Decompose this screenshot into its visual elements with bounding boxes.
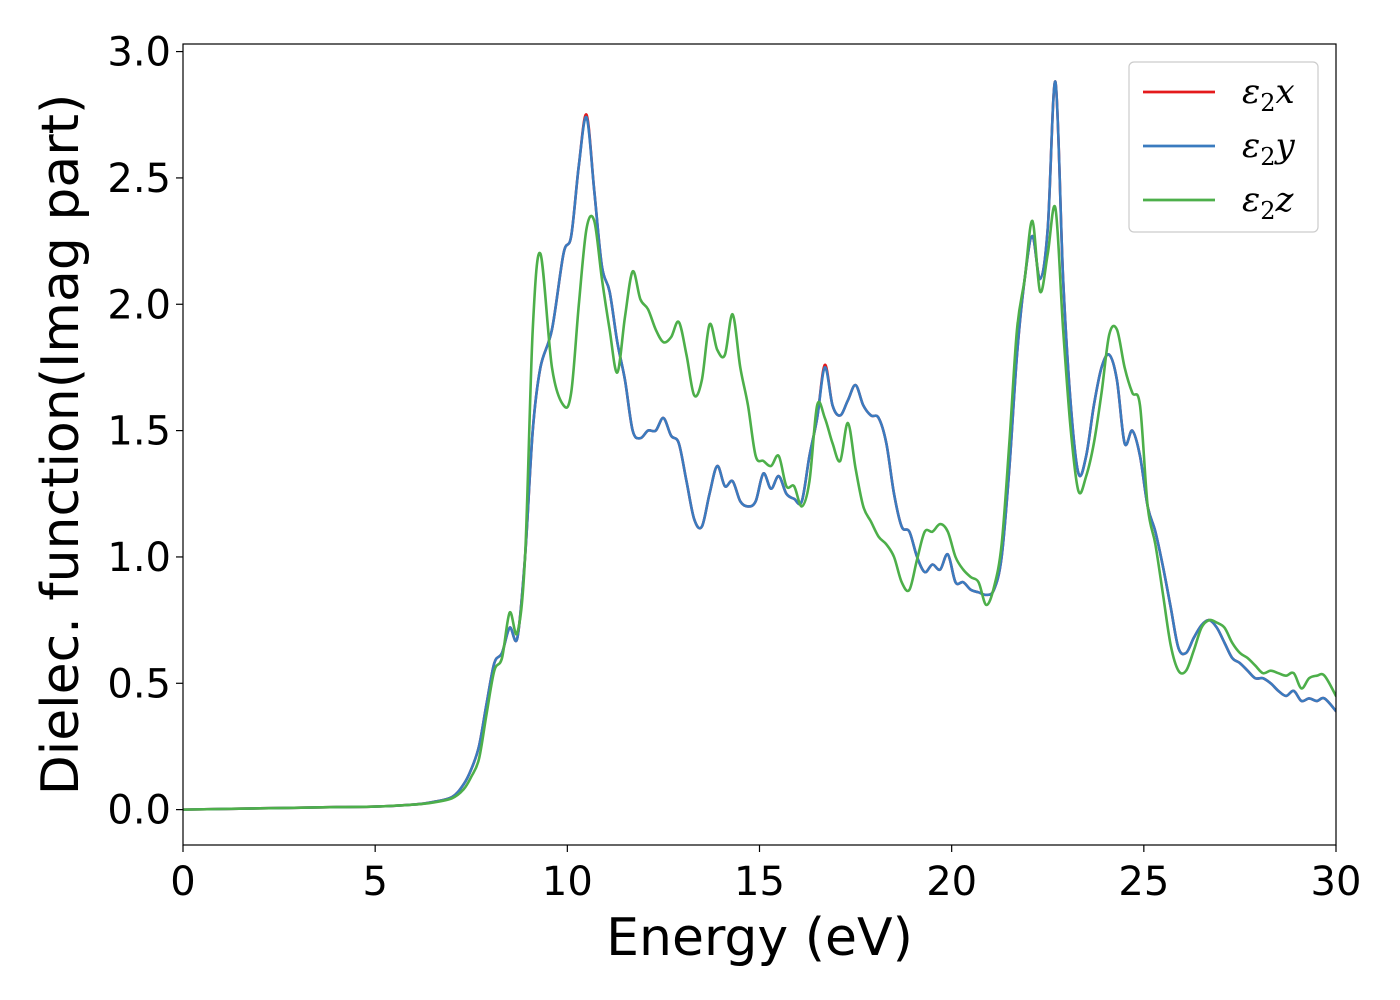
x-tick-label: 20 xyxy=(926,859,977,905)
y-axis-ticks: 0.0 0.5 1.0 1.5 2.0 2.5 3.0 xyxy=(107,30,183,834)
x-axis-ticks: 0 5 10 15 20 25 30 xyxy=(170,845,1361,905)
legend-label-x: ε2x xyxy=(1242,72,1295,117)
y-tick-label: 1.5 xyxy=(107,409,171,455)
x-tick-label: 15 xyxy=(734,859,785,905)
y-tick-label: 0.0 xyxy=(107,788,171,834)
x-tick-label: 5 xyxy=(362,859,387,905)
legend: ε2x ε2y ε2z xyxy=(1128,61,1319,233)
x-tick-label: 25 xyxy=(1118,859,1169,905)
series-layer xyxy=(183,80,1336,811)
y-axis-title: Dielec. function(Imag part) xyxy=(31,94,91,796)
x-axis-title: Energy (eV) xyxy=(606,908,913,968)
y-tick-label: 0.5 xyxy=(107,661,171,707)
y-tick-label: 2.0 xyxy=(107,282,171,328)
y-tick-label: 3.0 xyxy=(107,30,171,76)
x-tick-label: 10 xyxy=(542,859,593,905)
y-tick-label: 1.0 xyxy=(107,535,171,581)
y-tick-label: 2.5 xyxy=(107,156,171,202)
x-tick-label: 0 xyxy=(170,859,195,905)
x-tick-label: 30 xyxy=(1311,859,1362,905)
legend-label-y: ε2y xyxy=(1242,126,1296,171)
legend-box xyxy=(1128,61,1319,233)
series-line-z xyxy=(183,204,1336,811)
legend-label-z: ε2z xyxy=(1242,180,1295,225)
series-line-y xyxy=(183,80,1336,811)
